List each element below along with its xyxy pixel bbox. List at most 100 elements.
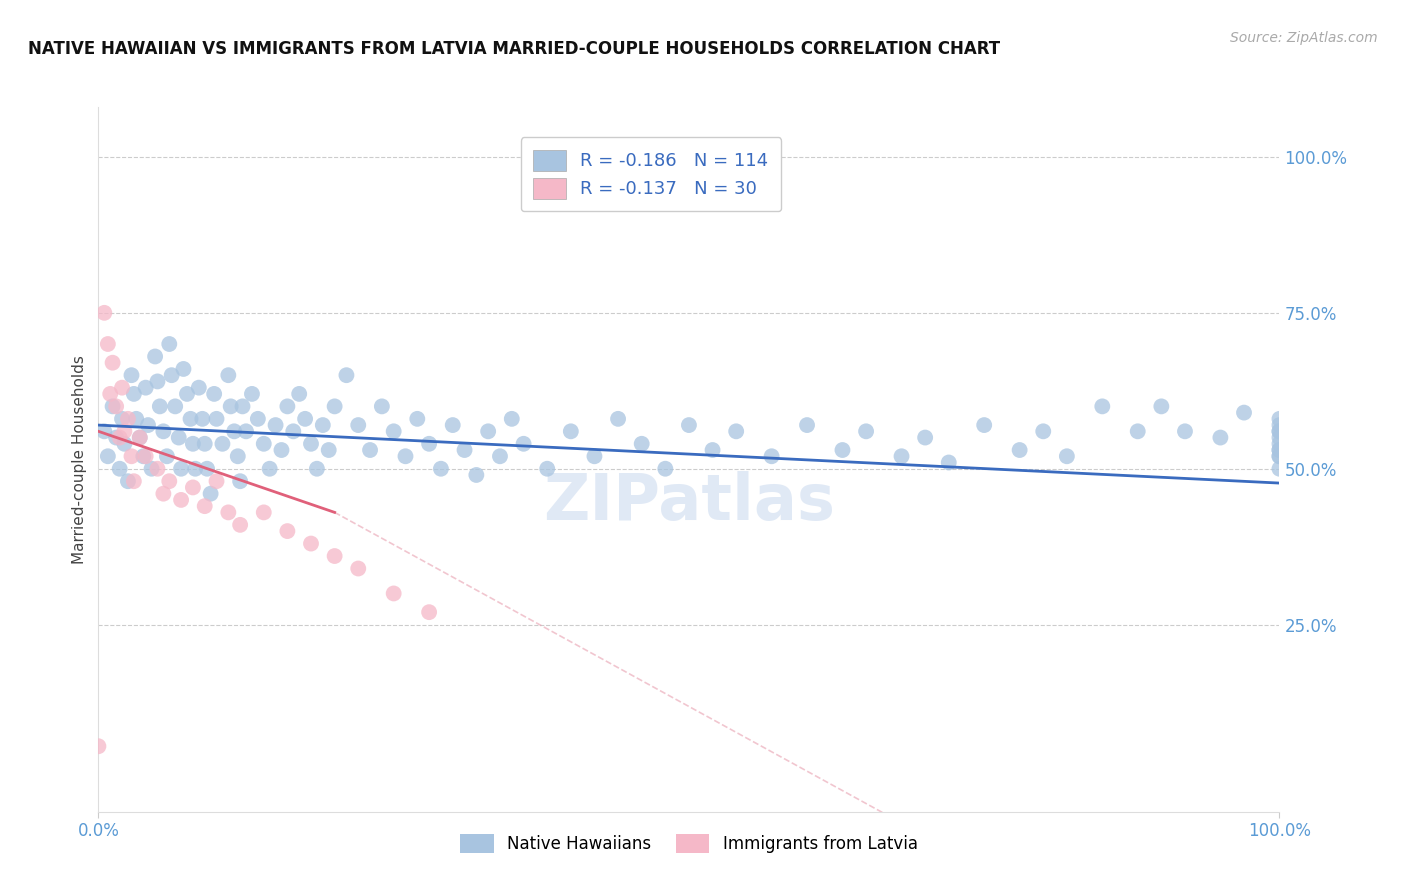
Point (1268, 450, 1291, 464)
Point (143, 350, 166, 364)
Point (264, 418, 287, 433)
Point (512, 437, 534, 451)
Point (890, 450, 912, 464)
Point (1268, 412, 1291, 426)
Text: Source: ZipAtlas.com: Source: ZipAtlas.com (1230, 31, 1378, 45)
Point (299, 437, 322, 451)
Point (1091, 400, 1114, 414)
Point (191, 412, 214, 426)
Point (211, 437, 233, 451)
Point (235, 425, 257, 439)
Point (654, 461, 676, 475)
Point (121, 450, 143, 464)
Point (122, 387, 145, 401)
Point (382, 425, 405, 439)
Point (97, 450, 120, 464)
Point (253, 505, 276, 519)
Point (112, 437, 135, 451)
Point (98, 387, 121, 401)
Point (560, 425, 582, 439)
Point (1032, 425, 1054, 439)
Point (121, 368, 143, 383)
Point (406, 412, 429, 426)
Point (1233, 406, 1256, 420)
Point (536, 461, 558, 475)
Point (170, 461, 193, 475)
Y-axis label: Married-couple Households: Married-couple Households (72, 355, 87, 564)
Point (1126, 425, 1149, 439)
Point (259, 461, 281, 475)
Point (195, 461, 218, 475)
Point (200, 486, 222, 500)
Point (194, 437, 217, 451)
Point (288, 387, 311, 401)
Point (501, 412, 523, 426)
Point (160, 368, 183, 383)
Text: NATIVE HAWAIIAN VS IMMIGRANTS FROM LATVIA MARRIED-COUPLE HOUSEHOLDS CORRELATION : NATIVE HAWAIIAN VS IMMIGRANTS FROM LATVI… (28, 40, 1000, 58)
Point (938, 455, 960, 469)
Point (172, 362, 194, 376)
Point (761, 450, 783, 464)
Point (855, 425, 877, 439)
Point (1268, 418, 1291, 433)
Point (105, 400, 128, 414)
Point (146, 375, 169, 389)
Point (141, 461, 163, 475)
Point (441, 418, 464, 433)
Point (136, 418, 159, 433)
Point (831, 443, 853, 458)
Point (135, 381, 157, 395)
Point (101, 400, 124, 414)
Point (152, 486, 174, 500)
Point (347, 561, 370, 575)
Point (1056, 450, 1078, 464)
Point (181, 437, 204, 451)
Point (299, 536, 322, 550)
Point (1268, 425, 1291, 439)
Point (246, 412, 269, 426)
Point (93, 425, 115, 439)
Point (170, 492, 193, 507)
Point (477, 425, 499, 439)
Point (678, 418, 700, 433)
Point (205, 412, 228, 426)
Point (180, 412, 202, 426)
Point (122, 474, 145, 488)
Point (128, 431, 150, 445)
Point (117, 474, 139, 488)
Point (125, 412, 148, 426)
Point (184, 461, 207, 475)
Point (135, 450, 157, 464)
Point (217, 368, 239, 383)
Text: ZIPatlas: ZIPatlas (543, 471, 835, 533)
Point (382, 586, 405, 600)
Point (202, 387, 225, 401)
Point (217, 505, 239, 519)
Point (181, 480, 204, 494)
Point (105, 431, 128, 445)
Point (187, 381, 209, 395)
Point (1209, 431, 1232, 445)
Point (359, 443, 381, 458)
Point (323, 400, 346, 414)
Point (132, 450, 155, 464)
Point (108, 461, 131, 475)
Point (111, 412, 134, 426)
Point (725, 425, 748, 439)
Point (224, 425, 246, 439)
Point (1268, 443, 1291, 458)
Point (128, 431, 150, 445)
Point (335, 368, 357, 383)
Point (1268, 431, 1291, 445)
Point (1008, 443, 1031, 458)
Point (430, 461, 453, 475)
Point (157, 474, 180, 488)
Point (1268, 461, 1291, 475)
Point (1268, 437, 1291, 451)
Point (149, 400, 172, 414)
Point (305, 461, 328, 475)
Point (176, 387, 198, 401)
Point (205, 474, 228, 488)
Point (229, 517, 252, 532)
Legend: Native Hawaiians, Immigrants from Latvia: Native Hawaiians, Immigrants from Latvia (454, 827, 924, 860)
